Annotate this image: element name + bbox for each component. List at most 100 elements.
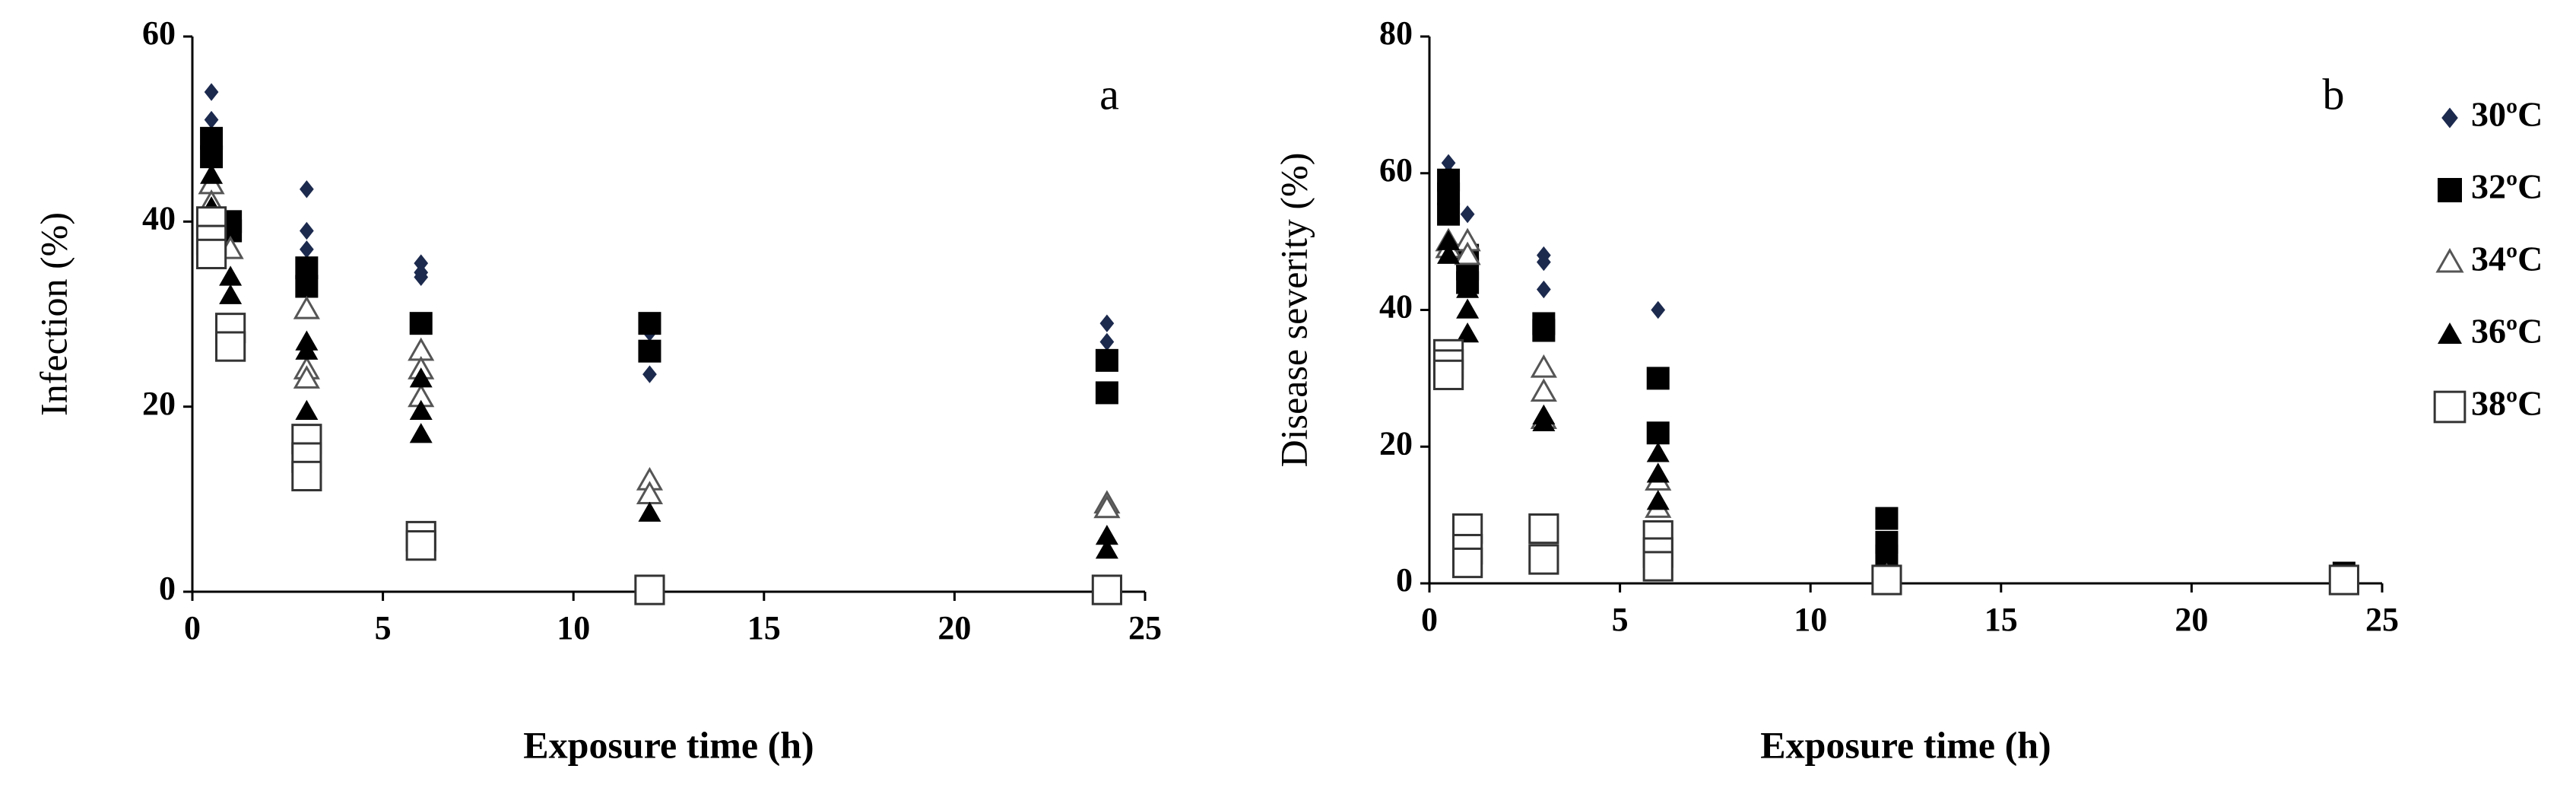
- marker: [1646, 421, 1670, 445]
- x-tick-label: 20: [2175, 601, 2208, 638]
- marker: [219, 284, 243, 304]
- marker: [414, 254, 429, 272]
- marker: [1456, 278, 1480, 298]
- legend-label: 34ºC: [2471, 240, 2543, 278]
- marker: [1530, 354, 1557, 378]
- marker: [1452, 547, 1483, 579]
- marker: [1537, 253, 1551, 272]
- marker: [1456, 322, 1480, 343]
- marker: [1646, 490, 1670, 510]
- marker: [1093, 494, 1121, 519]
- y-tick-label: 60: [1379, 151, 1413, 189]
- legend-marker: [2441, 107, 2458, 129]
- marker: [1530, 378, 1557, 402]
- x-axis-title: Exposure time (h): [1760, 723, 2051, 766]
- marker: [1646, 367, 1670, 390]
- y-axis-title: Infection (%): [32, 212, 75, 416]
- x-tick-label: 10: [1794, 601, 1827, 638]
- marker: [1651, 300, 1666, 319]
- marker: [195, 238, 227, 270]
- y-tick-label: 60: [142, 14, 176, 52]
- y-tick-label: 20: [142, 385, 176, 422]
- y-axis-title: Disease severity (%): [1272, 153, 1315, 468]
- x-tick-label: 20: [937, 609, 971, 646]
- legend-label: 30ºC: [2471, 95, 2543, 134]
- marker: [1432, 359, 1464, 390]
- y-tick-label: 80: [1379, 14, 1413, 52]
- marker: [638, 312, 661, 335]
- marker: [1091, 574, 1122, 605]
- y-tick-label: 40: [142, 199, 176, 237]
- x-tick-label: 25: [2365, 601, 2399, 638]
- marker: [1646, 442, 1670, 462]
- marker: [2328, 564, 2359, 596]
- panel-label: a: [1099, 69, 1119, 119]
- marker: [409, 423, 433, 443]
- x-tick-label: 0: [1421, 601, 1438, 638]
- legend-marker: [2438, 322, 2462, 344]
- marker: [215, 331, 246, 362]
- marker: [300, 221, 314, 240]
- marker: [219, 265, 243, 286]
- marker: [405, 530, 436, 561]
- marker: [1646, 462, 1670, 483]
- marker: [1437, 243, 1461, 264]
- legend-label: 32ºC: [2471, 167, 2543, 206]
- x-tick-label: 25: [1128, 609, 1162, 646]
- marker: [291, 460, 322, 492]
- marker: [1099, 314, 1115, 332]
- marker: [409, 367, 433, 388]
- marker: [1875, 507, 1899, 530]
- marker: [638, 501, 661, 522]
- marker: [1095, 381, 1118, 405]
- marker: [204, 110, 219, 129]
- marker: [1642, 551, 1673, 582]
- marker: [1456, 298, 1480, 319]
- marker: [1532, 319, 1556, 342]
- marker: [1441, 154, 1456, 172]
- marker: [293, 295, 320, 319]
- marker: [1528, 513, 1559, 545]
- marker: [1099, 332, 1115, 351]
- legend-label: 36ºC: [2471, 312, 2543, 351]
- marker: [1528, 544, 1559, 575]
- x-tick-label: 10: [557, 609, 590, 646]
- marker: [300, 180, 314, 199]
- marker: [642, 365, 657, 383]
- marker: [1460, 205, 1475, 224]
- y-tick-label: 0: [159, 570, 176, 607]
- marker: [638, 339, 661, 363]
- marker: [1437, 202, 1461, 226]
- y-tick-label: 20: [1379, 424, 1413, 462]
- x-tick-label: 0: [184, 609, 201, 646]
- marker: [414, 268, 429, 287]
- marker: [204, 83, 219, 101]
- marker: [409, 312, 433, 335]
- legend-label: 38ºC: [2471, 384, 2543, 423]
- x-axis-title: Exposure time (h): [523, 723, 814, 766]
- marker: [295, 339, 319, 360]
- panel-label: b: [2323, 69, 2345, 119]
- marker: [293, 365, 320, 389]
- marker: [1095, 525, 1118, 545]
- x-tick-label: 5: [375, 609, 392, 646]
- x-tick-label: 15: [1984, 601, 2018, 638]
- marker: [634, 574, 665, 605]
- marker: [295, 275, 319, 298]
- marker: [1454, 241, 1481, 265]
- marker: [200, 164, 224, 184]
- marker: [1437, 230, 1461, 250]
- marker: [1532, 411, 1556, 432]
- marker: [300, 240, 314, 259]
- legend-marker: [2433, 390, 2467, 424]
- marker: [1437, 182, 1461, 205]
- legend-marker: [2435, 247, 2464, 273]
- y-tick-label: 0: [1396, 561, 1413, 599]
- x-tick-label: 15: [747, 609, 781, 646]
- marker: [1095, 538, 1118, 559]
- marker: [409, 399, 433, 420]
- marker: [295, 399, 319, 420]
- marker: [1095, 348, 1118, 372]
